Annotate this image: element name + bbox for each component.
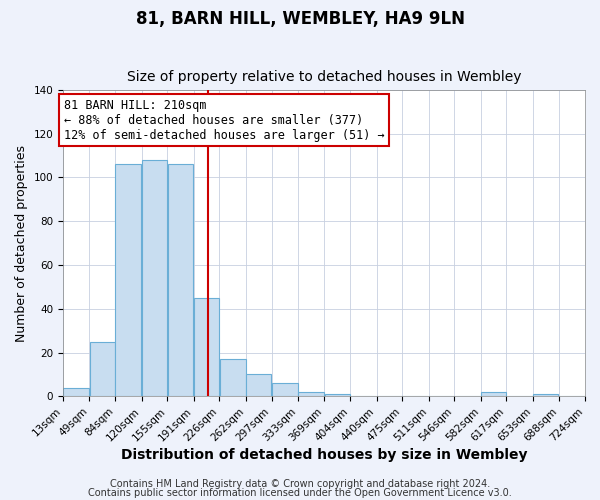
Text: Contains HM Land Registry data © Crown copyright and database right 2024.: Contains HM Land Registry data © Crown c… (110, 479, 490, 489)
Title: Size of property relative to detached houses in Wembley: Size of property relative to detached ho… (127, 70, 521, 85)
Bar (246, 374, 271, 396)
Bar (533, 394, 559, 396)
X-axis label: Distribution of detached houses by size in Wembley: Distribution of detached houses by size … (121, 448, 527, 462)
Bar (63, 388, 89, 396)
Bar (298, 392, 324, 396)
Text: 81, BARN HILL, WEMBLEY, HA9 9LN: 81, BARN HILL, WEMBLEY, HA9 9LN (136, 10, 464, 28)
Bar (167, 164, 193, 396)
Bar (272, 383, 298, 396)
Bar (325, 394, 350, 396)
Text: 81 BARN HILL: 210sqm
← 88% of detached houses are smaller (377)
12% of semi-deta: 81 BARN HILL: 210sqm ← 88% of detached h… (64, 98, 385, 142)
Text: Contains public sector information licensed under the Open Government Licence v3: Contains public sector information licen… (88, 488, 512, 498)
Bar (481, 392, 506, 396)
Bar (142, 160, 167, 396)
Bar (115, 164, 142, 396)
Bar (90, 342, 115, 396)
Y-axis label: Number of detached properties: Number of detached properties (15, 144, 28, 342)
Bar (194, 298, 219, 396)
Bar (220, 359, 245, 397)
